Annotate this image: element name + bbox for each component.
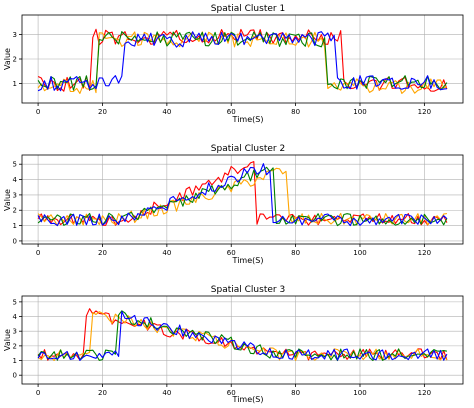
subplot-2-title: Spatial Cluster 2 [211,144,285,154]
x-tick-label: 100 [353,249,366,257]
y-tick-label: 2 [13,342,17,350]
x-tick-label: 60 [227,389,236,397]
subplot-1-ticks: 0 20 40 60 80 100 120 1 2 3 [13,31,432,116]
subplot-3-ylabel: Value [3,329,12,351]
x-tick-label: 20 [98,389,107,397]
series-line-3 [37,310,448,362]
x-tick-label: 0 [36,108,40,116]
x-tick-label: 0 [36,389,40,397]
subplot-3-lines [37,308,448,362]
y-tick-label: 3 [13,31,17,39]
subplot-3-frame [21,295,464,385]
x-tick-label: 60 [227,108,236,116]
x-tick-label: 80 [291,389,300,397]
y-tick-label: 3 [13,191,17,199]
x-tick-label: 40 [162,389,171,397]
x-tick-label: 120 [418,389,431,397]
y-tick-label: 5 [13,161,17,169]
y-tick-label: 1 [13,222,17,230]
x-tick-label: 40 [162,249,171,257]
y-tick-label: 2 [13,56,17,64]
subplot-1-lines [37,28,448,94]
series-line-4 [37,31,447,92]
subplot-3-title: Spatial Cluster 3 [211,285,285,295]
series-line-4 [37,163,448,227]
y-tick-label: 2 [13,207,17,215]
series-line-3 [37,166,448,227]
x-tick-label: 80 [291,108,300,116]
x-tick-label: 60 [227,249,236,257]
y-tick-label: 1 [13,357,17,365]
x-tick-label: 80 [291,249,300,257]
x-tick-label: 100 [353,389,366,397]
subplot-2: Spatial Cluster 2 0 20 40 60 80 100 120012345 … [3,144,464,265]
subplot-1-xlabel: Time(S) [232,115,264,124]
subplot-2-frame [21,154,464,245]
subplot-3-ticks: 0 20 40 60 80 100 120 0 1 2 3 4 5 [13,298,432,397]
y-tick-label: 0 [13,372,17,380]
x-tick-label: 0 [36,249,40,257]
x-tick-label: 120 [418,249,431,257]
y-tick-label: 5 [13,298,17,306]
subplot-1: Spatial Cluster 1 0 20 40 60 80 100 120 1 2 3 Tim… [3,4,464,124]
subplot-1-ylabel: Value [3,48,12,70]
subplot-2-lines [37,161,448,227]
subplot-2-xlabel: Time(S) [232,256,264,265]
y-tick-label: 4 [13,313,18,321]
x-tick-label: 100 [353,108,366,116]
series-line-1 [37,161,448,226]
y-tick-label: 1 [13,80,17,88]
x-tick-label: 20 [98,108,107,116]
x-tick-label: 40 [162,108,171,116]
subplot-2-ylabel: Value [3,189,12,211]
subplot-3-xlabel: Time(S) [232,395,264,404]
subplot-2-grid [22,155,463,244]
y-tick-label: 4 [13,176,18,184]
subplot-1-title: Spatial Cluster 1 [211,4,285,14]
y-tick-label: 3 [13,328,17,336]
series-line-4 [37,310,448,361]
x-tick-label: 120 [418,108,431,116]
x-tick-label: 20 [98,249,107,257]
series-line-1 [37,308,448,361]
y-tick-label: 0 [13,237,17,245]
subplot-3: Spatial Cluster 3 0 20 40 60 80 100 120012345 … [3,285,464,404]
series-line-3 [37,31,448,91]
subplot-2-ticks: 0 20 40 60 80 100 120 0 1 2 3 4 5 [13,161,432,257]
